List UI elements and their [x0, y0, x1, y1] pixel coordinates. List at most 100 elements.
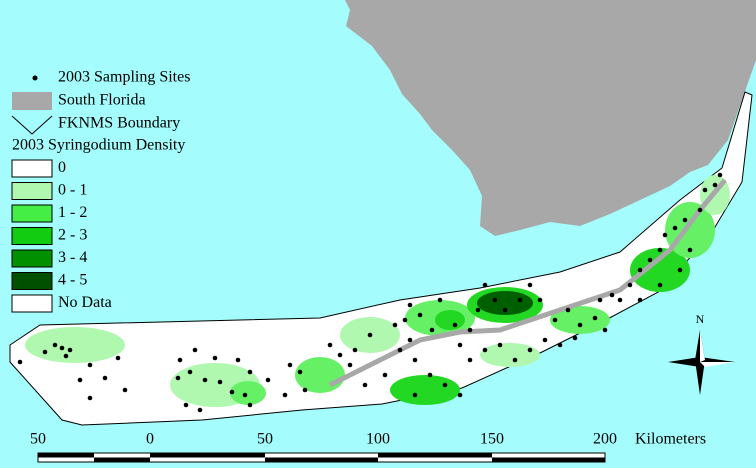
sampling-site [302, 387, 308, 393]
sampling-site [247, 369, 253, 375]
sampling-site [192, 347, 198, 353]
sampling-site [67, 347, 73, 353]
density-legend: 0 0 - 1 1 - 2 2 - 3 3 - 4 4 - 5 No Data [11, 159, 112, 313]
sampling-site [175, 375, 181, 381]
class-swatch [11, 204, 53, 223]
sampling-site [397, 347, 403, 353]
north-label: N [696, 312, 705, 326]
sampling-site [527, 282, 533, 288]
sampling-site [282, 392, 288, 398]
scale-label: 0 [146, 431, 154, 448]
class-swatch [11, 159, 53, 178]
sampling-site [183, 402, 189, 408]
sampling-site [542, 337, 548, 343]
sampling-site [42, 349, 48, 355]
sampling-site [87, 362, 93, 368]
sampling-site [122, 387, 128, 393]
sampling-site [467, 357, 473, 363]
sampling-site [482, 282, 488, 288]
class-swatch [11, 294, 53, 313]
south-florida [345, 0, 756, 236]
sampling-site [467, 327, 473, 333]
legend-label: FKNMS Boundary [58, 115, 180, 132]
sampling-site [362, 382, 368, 388]
legend-label: 1 - 2 [58, 204, 87, 221]
sampling-site [177, 357, 183, 363]
sampling-site [212, 355, 218, 361]
class-swatch [11, 249, 53, 268]
sampling-site [412, 357, 418, 363]
sampling-site [337, 352, 343, 358]
sampling-site [347, 362, 353, 368]
sampling-site [367, 332, 373, 338]
sampling-site [457, 392, 463, 398]
sampling-site [627, 282, 633, 288]
legend-label: 2003 Sampling Sites [58, 69, 190, 86]
sampling-site [592, 315, 598, 321]
sampling-site [407, 302, 413, 308]
sampling-site [617, 297, 623, 303]
sampling-site [687, 247, 693, 253]
sampling-site [187, 369, 193, 375]
scale-label: 50 [30, 431, 46, 448]
sampling-site [417, 312, 423, 318]
class-swatch [11, 227, 53, 245]
legend-label: 3 - 4 [58, 249, 87, 266]
sampling-site [392, 322, 398, 328]
sampling-site [572, 335, 578, 341]
sampling-site [682, 217, 688, 223]
sampling-site [265, 377, 271, 383]
scale-label: 200 [593, 431, 617, 448]
sampling-site [502, 307, 508, 313]
south-florida-swatch [12, 92, 52, 110]
sampling-site [702, 187, 708, 193]
scale-label: 150 [480, 431, 504, 448]
boundary-symbol [11, 115, 53, 135]
sampling-site [492, 297, 498, 303]
sampling-site [429, 327, 435, 333]
north-arrow: N [668, 312, 735, 395]
sampling-site [352, 347, 358, 353]
sampling-site [637, 297, 643, 303]
sampling-site [235, 357, 241, 363]
class-swatch [11, 182, 53, 200]
legend-label: 0 - 1 [58, 182, 87, 199]
sampling-site [672, 225, 678, 231]
scale-label: 100 [366, 431, 390, 448]
sampling-site [557, 342, 563, 348]
sampling-site [442, 382, 448, 388]
sampling-site [427, 372, 433, 378]
sampling-site [552, 317, 558, 323]
site-symbol [32, 75, 38, 81]
sampling-site [242, 392, 248, 398]
sampling-site [677, 267, 683, 273]
sampling-site [637, 267, 643, 273]
sampling-site [517, 297, 523, 303]
class-swatch [11, 272, 53, 290]
sampling-site [63, 353, 69, 359]
sampling-site [527, 347, 533, 353]
sampling-site [712, 182, 718, 188]
sampling-site [512, 357, 518, 363]
sampling-site [452, 322, 458, 328]
sampling-site [597, 297, 603, 303]
sampling-site [697, 207, 703, 213]
sampling-site [482, 347, 488, 353]
sampling-site [115, 355, 121, 361]
sampling-site [609, 292, 615, 298]
sampling-site [247, 402, 253, 408]
sampling-site [217, 379, 223, 385]
sampling-site [382, 372, 388, 378]
sampling-site [202, 377, 208, 383]
legend-label: 0 [58, 159, 66, 176]
scale-label: 50 [257, 431, 273, 448]
sampling-site [402, 317, 408, 323]
sampling-site [497, 342, 503, 348]
sampling-site [287, 362, 293, 368]
legend-label: 2 - 3 [58, 227, 87, 244]
sampling-site [475, 307, 481, 313]
sampling-site [717, 172, 723, 178]
legend-label: 4 - 5 [58, 272, 87, 289]
sampling-site [229, 389, 235, 395]
